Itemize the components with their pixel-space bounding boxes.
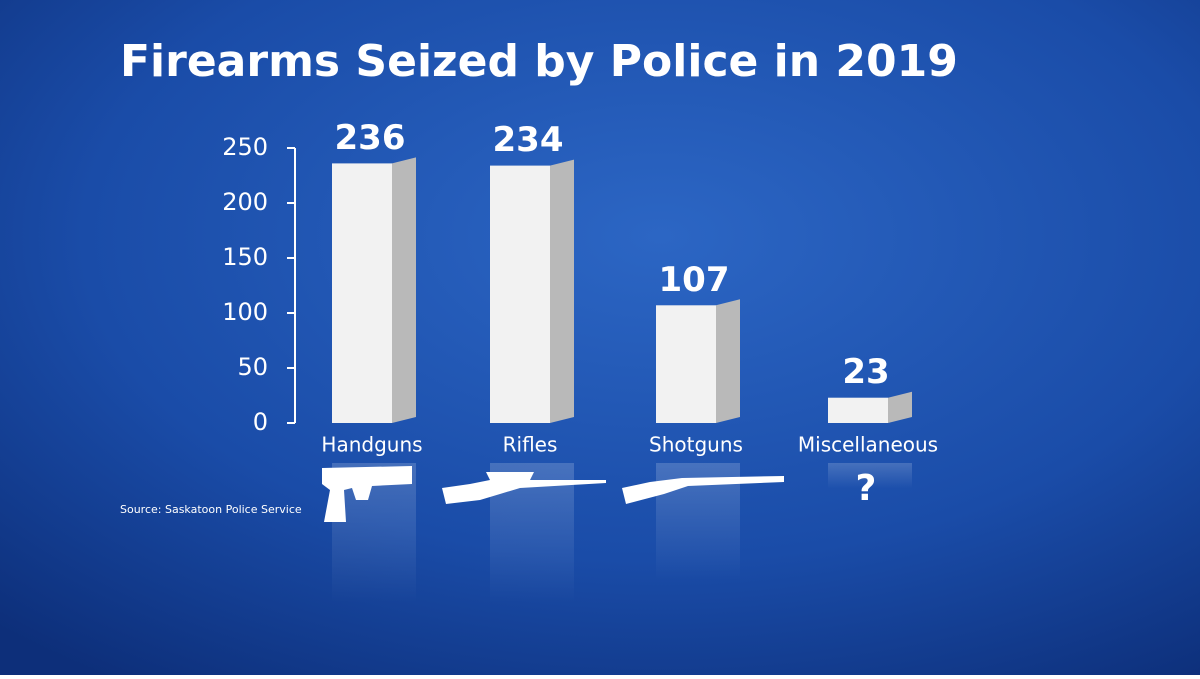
y-tick-label: 250 (222, 133, 268, 161)
y-tick-label: 150 (222, 243, 268, 271)
value-label: 23 (842, 352, 889, 392)
y-tick-label: 50 (237, 353, 268, 381)
bar-side (716, 299, 740, 423)
bar-side (550, 159, 574, 423)
x-tick-label: Shotguns (649, 433, 743, 457)
bar (656, 305, 716, 423)
y-tick-label: 100 (222, 298, 268, 326)
x-tick-label: Miscellaneous (798, 433, 938, 457)
bar (828, 397, 888, 423)
y-tick-label: 0 (253, 408, 268, 436)
y-tick-label: 200 (222, 188, 268, 216)
bar-reflection (332, 463, 416, 603)
bar (490, 165, 550, 423)
bar-reflection (490, 463, 574, 603)
x-tick-label: Handguns (321, 433, 422, 457)
x-tick-label: Rifles (503, 433, 558, 457)
source: Source: Saskatoon Police Service (120, 503, 302, 516)
bar-side (392, 157, 416, 423)
value-label: 236 (335, 118, 406, 158)
bar-side (888, 391, 912, 423)
chart-title: Firearms Seized by Police in 2019 (120, 36, 958, 87)
bar-reflection (656, 463, 740, 581)
bar-reflection (828, 463, 912, 489)
value-label: 107 (659, 260, 730, 300)
value-label: 234 (493, 120, 564, 160)
bar (332, 163, 392, 423)
